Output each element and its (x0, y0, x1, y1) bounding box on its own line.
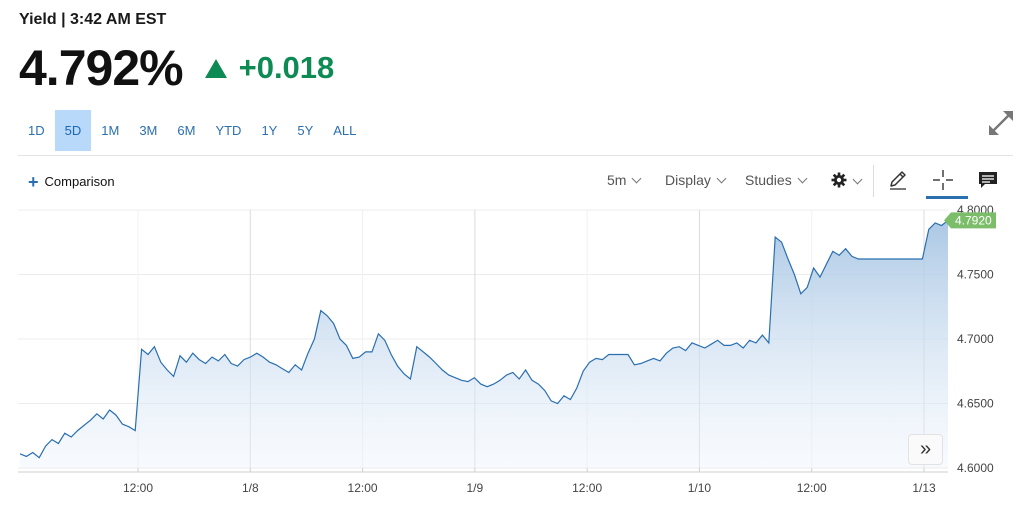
y-tick-label: 4.7000 (957, 332, 994, 346)
crosshair-icon[interactable] (931, 168, 955, 192)
pencil-icon[interactable] (886, 168, 910, 192)
last-value-badge (944, 212, 996, 229)
chevron-down-icon (632, 173, 642, 183)
display-dropdown[interactable]: Display (665, 172, 727, 188)
comparison-label: Comparison (44, 174, 115, 189)
interval-label: 5m (607, 172, 627, 188)
range-1d[interactable]: 1D (28, 123, 45, 138)
plus-icon: + (28, 171, 39, 192)
expand-icon[interactable] (986, 108, 1016, 138)
interval-dropdown[interactable]: 5m (607, 172, 642, 188)
series-line (19, 219, 949, 459)
x-tick-label: 12:00 (348, 481, 378, 495)
active-tool-indicator (926, 196, 968, 199)
y-tick-label: 4.7500 (957, 268, 994, 282)
range-1m[interactable]: 1M (101, 123, 120, 138)
chevron-down-icon (797, 173, 808, 183)
x-tick-label: 1/9 (467, 481, 484, 495)
comment-icon[interactable] (976, 168, 1000, 192)
chevron-down-icon (716, 173, 727, 183)
studies-dropdown[interactable]: Studies (745, 172, 808, 188)
x-tick-label: 12:00 (572, 481, 602, 495)
range-3m[interactable]: 3M (139, 123, 158, 138)
change-badge: +0.018 (204, 50, 335, 86)
up-arrow-icon (204, 58, 227, 78)
x-tick-label: 1/10 (688, 481, 712, 495)
x-tick-label: 1/8 (242, 481, 259, 495)
comparison-button[interactable]: + Comparison (28, 171, 115, 192)
x-tick-label: 12:00 (123, 481, 153, 495)
range-1y[interactable]: 1Y (261, 123, 278, 138)
x-tick-label: 12:00 (797, 481, 827, 495)
change-value: +0.018 (238, 50, 335, 85)
price-value: 4.792% (19, 40, 184, 96)
range-5d[interactable]: 5D (54, 110, 92, 151)
range-all[interactable]: ALL (333, 123, 357, 138)
display-label: Display (665, 172, 711, 188)
x-tick-label: 1/13 (912, 481, 936, 495)
y-tick-label: 4.6000 (957, 461, 994, 475)
page-title: Yield | 3:42 AM EST (19, 11, 167, 28)
range-6m[interactable]: 6M (177, 123, 196, 138)
x-axis-labels: 12:00 1/8 12:00 1/9 12:00 1/10 12:00 1/13 (123, 468, 936, 495)
gear-icon (831, 172, 847, 191)
range-5y[interactable]: 5Y (297, 123, 314, 138)
chevron-down-icon (852, 174, 863, 185)
quote-row: 4.792% +0.018 (19, 40, 334, 96)
scroll-to-latest-button[interactable]: » (908, 434, 943, 465)
last-value-text: 4.7920 (955, 213, 992, 227)
last-value-marker: 4.7920 (944, 212, 996, 229)
range-selector: 1D 5D 1M 3M 6M YTD 1Y 5Y ALL (18, 110, 366, 151)
studies-label: Studies (745, 172, 792, 188)
area-fill (20, 220, 948, 468)
settings-dropdown[interactable] (831, 172, 863, 191)
range-ytd[interactable]: YTD (215, 123, 242, 138)
toolbar-divider (873, 165, 874, 197)
header-divider (18, 155, 1013, 156)
y-tick-label: 4.6500 (957, 397, 994, 411)
